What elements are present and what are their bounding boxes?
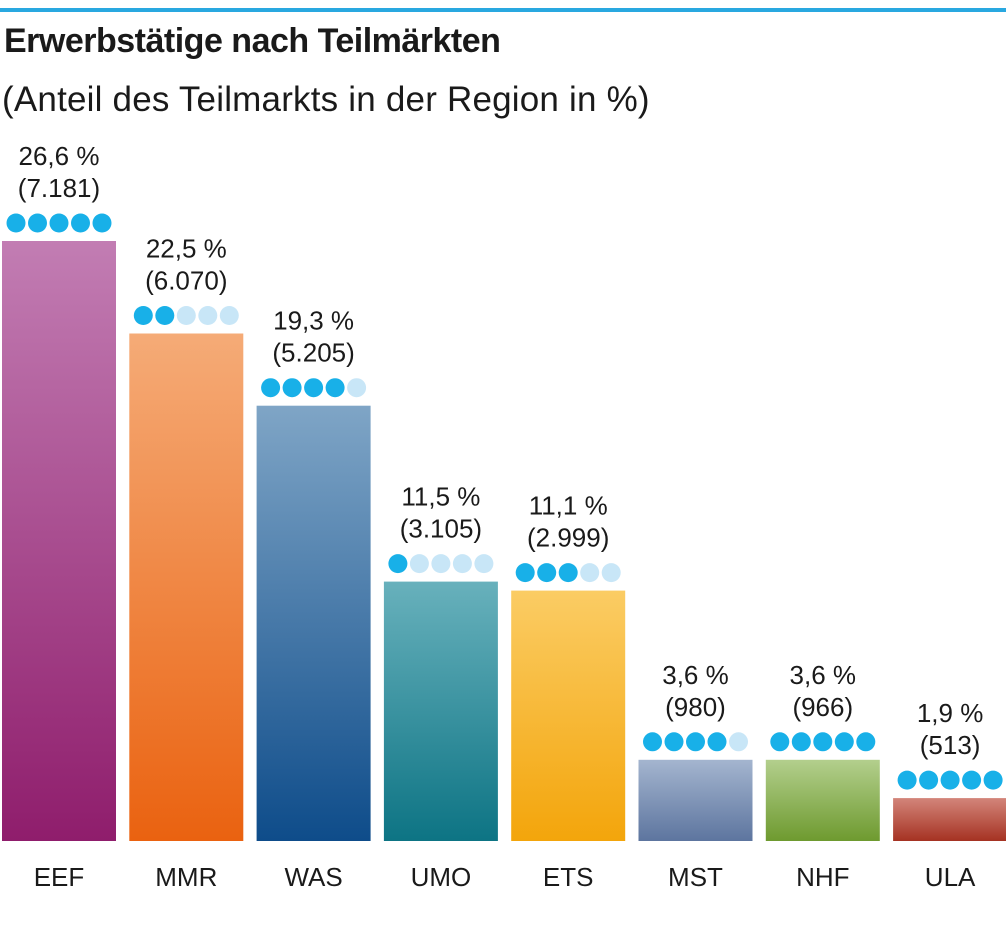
rating-dot-empty <box>580 563 600 583</box>
bar-was <box>256 405 371 841</box>
bar-mmr <box>129 333 244 841</box>
top-accent-rule <box>0 8 1006 12</box>
rating-dot-filled <box>940 770 960 790</box>
count-label: (2.999) <box>527 523 609 553</box>
value-label: 26,6 % <box>19 141 100 171</box>
rating-dot-empty <box>198 306 218 325</box>
rating-dot-filled <box>770 732 790 752</box>
rating-dot-empty <box>729 732 748 752</box>
rating-dot-filled <box>983 770 1003 790</box>
rating-dot-empty <box>176 306 196 325</box>
count-label: (6.070) <box>145 266 227 296</box>
rating-dot-filled <box>813 732 833 752</box>
count-label: (513) <box>920 730 981 760</box>
rating-dot-filled <box>155 306 175 325</box>
rating-dot-filled <box>686 732 705 752</box>
bar-ula <box>893 798 1006 841</box>
count-label: (966) <box>792 692 853 722</box>
bar-ets <box>511 590 626 841</box>
count-label: (5.205) <box>272 338 354 368</box>
rating-dot-filled <box>558 563 578 583</box>
rating-dot-filled <box>707 732 727 752</box>
rating-dot-filled <box>304 378 324 398</box>
rating-dot-filled <box>49 213 69 233</box>
category-label: ETS <box>543 862 594 892</box>
rating-dot-empty <box>452 554 472 574</box>
rating-dot-empty <box>409 554 429 574</box>
rating-dot-filled <box>791 732 811 752</box>
chart-title: Erwerbstätige nach Teilmärkten <box>4 22 501 60</box>
rating-dot-filled <box>643 732 662 752</box>
count-label: (980) <box>665 692 726 722</box>
rating-dot-empty <box>474 554 494 574</box>
rating-dot-filled <box>261 378 281 398</box>
value-label: 11,1 % <box>529 491 608 521</box>
rating-dot-filled <box>388 554 408 574</box>
value-label: 1,9 % <box>917 698 984 728</box>
category-label: MMR <box>155 862 217 892</box>
value-labels-group: 26,6 %(7.181) 22,5 %(6.070) 19,3 %(5.205) 1… <box>18 141 984 760</box>
rating-dot-filled <box>92 213 112 233</box>
rating-dot-filled <box>325 378 345 398</box>
count-label: (7.181) <box>18 173 100 203</box>
value-label: 11,5 % <box>401 482 480 512</box>
rating-dot-filled <box>856 732 876 752</box>
bar-mst <box>638 759 753 841</box>
bar-nhf <box>765 759 880 841</box>
bars-group <box>2 241 1006 841</box>
rating-dot-filled <box>282 378 302 398</box>
value-label: 22,5 % <box>146 234 227 264</box>
value-label: 3,6 % <box>790 660 857 690</box>
rating-dot-filled <box>962 770 982 790</box>
rating-dot-filled <box>834 732 854 752</box>
rating-dot-filled <box>515 563 535 583</box>
rating-dot-filled <box>6 213 26 233</box>
category-label: MST <box>668 862 723 892</box>
category-label: WAS <box>284 862 342 892</box>
rating-dot-filled <box>919 770 939 790</box>
rating-dot-empty <box>219 306 239 325</box>
value-label: 19,3 % <box>273 306 354 336</box>
rating-dot-filled <box>897 770 917 790</box>
rating-dot-filled <box>133 306 153 325</box>
category-labels-group: EEF MMR WAS UMO ETS MST NHF ULA <box>34 862 976 892</box>
rating-dot-filled <box>71 213 90 233</box>
value-label: 3,6 % <box>662 660 729 690</box>
category-label: EEF <box>34 862 85 892</box>
category-label: NHF <box>796 862 849 892</box>
category-label: UMO <box>411 862 472 892</box>
rating-dot-filled <box>28 213 47 233</box>
rating-dot-filled <box>664 732 684 752</box>
count-label: (3.105) <box>400 514 482 544</box>
bar-eef <box>2 241 116 841</box>
chart-subtitle: (Anteil des Teilmarkts in der Region in … <box>2 80 650 119</box>
rating-dot-filled <box>537 563 557 583</box>
rating-dot-empty <box>347 378 367 398</box>
bar-umo <box>383 581 498 841</box>
rating-dot-empty <box>601 563 621 583</box>
rating-dots-group <box>6 213 1003 790</box>
category-label: ULA <box>925 862 976 892</box>
rating-dot-empty <box>431 554 451 574</box>
